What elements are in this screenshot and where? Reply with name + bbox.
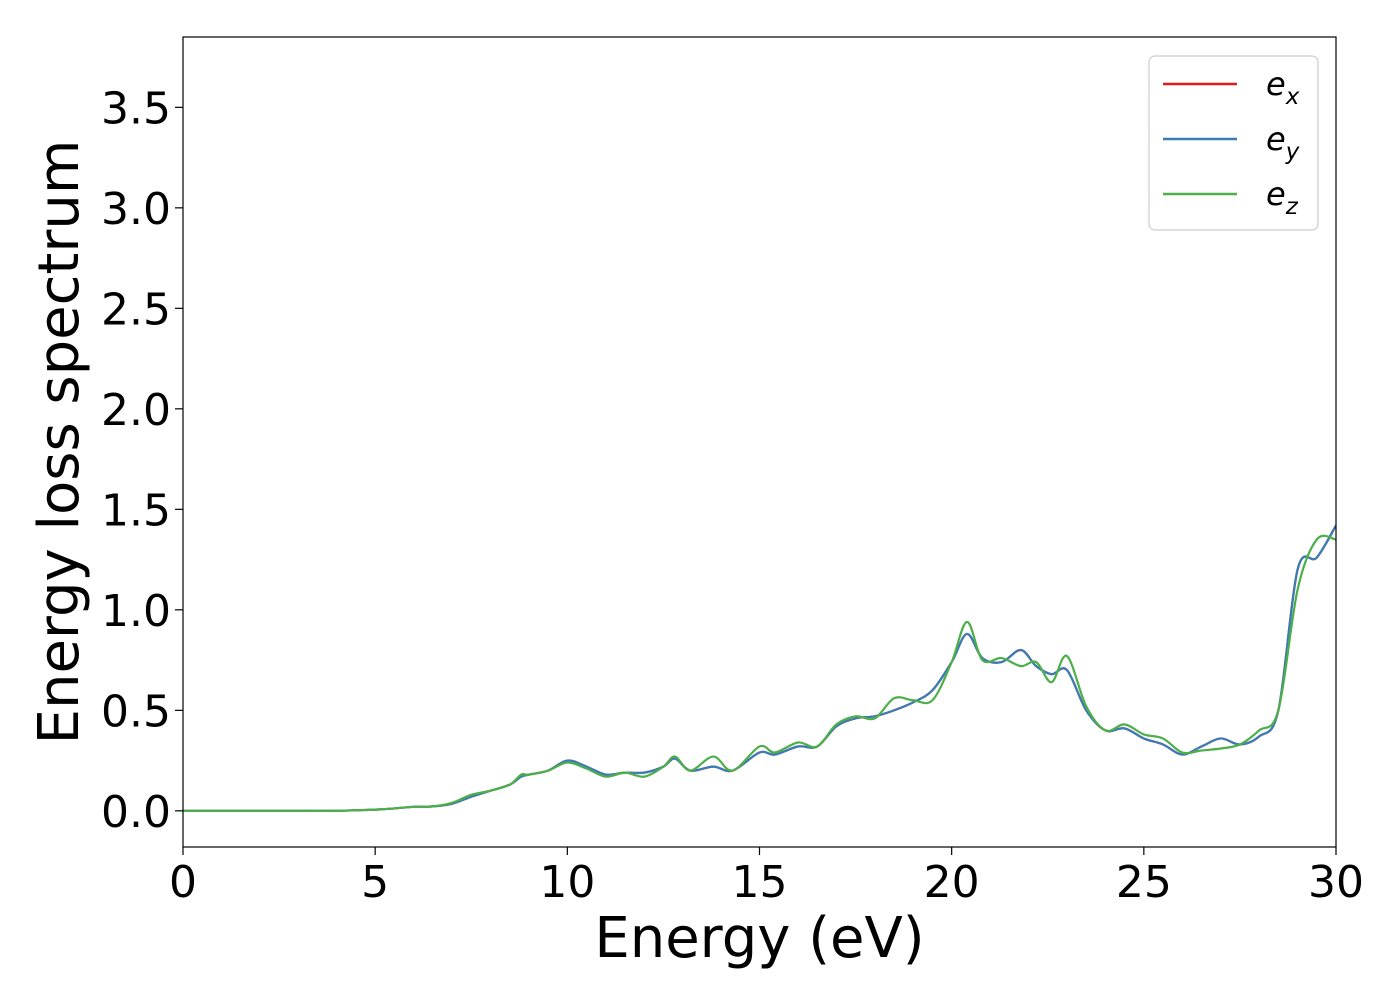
y-tick-label: 2.0	[101, 385, 171, 436]
x-axis-label: Energy (eV)	[594, 906, 924, 971]
x-tick-label: 5	[361, 857, 389, 908]
y-tick-label: 1.5	[101, 485, 171, 536]
legend-label-e_x: ex	[1266, 65, 1300, 110]
y-axis: 0.0 0.5 1.0 1.5 2.0 2.5 3.0 3.5	[101, 83, 183, 838]
y-tick-label: 0.5	[101, 686, 171, 737]
y-axis-label: Energy loss spectrum	[27, 140, 92, 745]
x-tick-label: 25	[1116, 857, 1172, 908]
x-tick-label: 20	[924, 857, 980, 908]
legend-label-e_y: ey	[1266, 120, 1300, 165]
legend-label-e_z: ez	[1266, 175, 1299, 220]
x-tick-label: 15	[732, 857, 788, 908]
y-tick-label: 2.5	[101, 284, 171, 335]
x-tick-label: 0	[169, 857, 197, 908]
legend-label-main: e	[1266, 120, 1286, 158]
legend-label-subscript: x	[1285, 84, 1300, 110]
legend-label-subscript: y	[1285, 139, 1300, 165]
legend-label-main: e	[1266, 65, 1286, 103]
series-line-e_z	[183, 534, 1336, 812]
series-line-e_x	[183, 524, 1336, 812]
y-tick-label: 1.0	[101, 586, 171, 637]
x-tick-label: 10	[539, 857, 595, 908]
legend-box	[1148, 55, 1319, 231]
series-line-e_y	[183, 524, 1336, 812]
legend-label-subscript: z	[1285, 194, 1299, 220]
y-tick-label: 3.5	[101, 83, 171, 134]
plot-lines	[183, 524, 1336, 812]
x-axis: 0 5 10 15 20 25 30	[169, 847, 1364, 908]
y-tick-label: 3.0	[101, 184, 171, 235]
legend-label-main: e	[1266, 175, 1286, 213]
y-tick-label: 0.0	[101, 787, 171, 838]
x-tick-label: 30	[1308, 857, 1364, 908]
